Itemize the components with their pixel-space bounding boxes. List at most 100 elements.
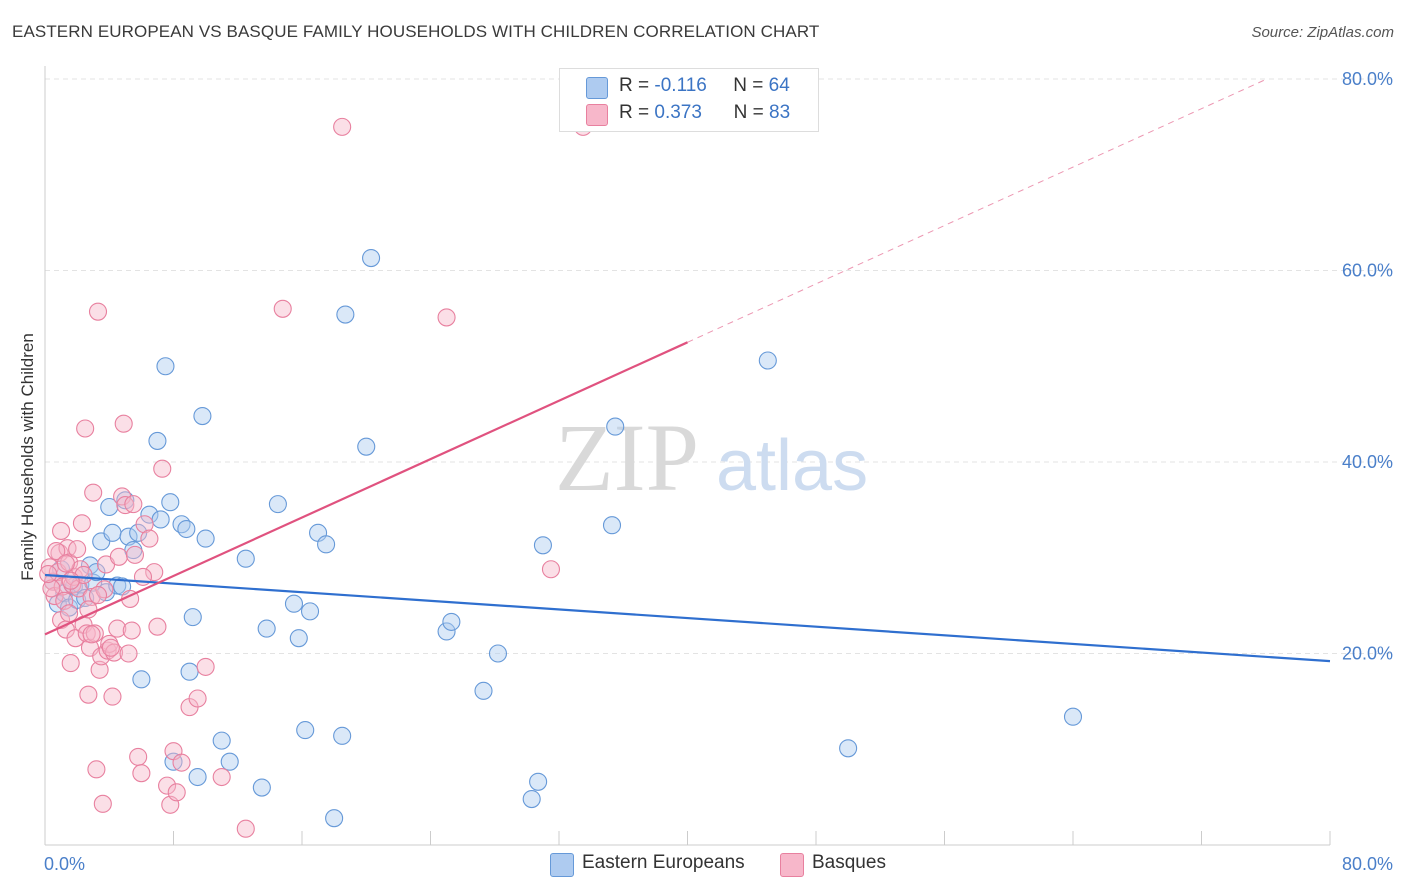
data-point	[101, 638, 120, 657]
data-point	[132, 670, 151, 689]
data-point	[125, 545, 144, 564]
data-point	[87, 760, 106, 779]
data-point	[437, 622, 456, 641]
data-point	[333, 726, 352, 745]
data-point	[98, 641, 117, 660]
y-tick-label: 80.0%	[1342, 69, 1393, 89]
data-point	[84, 483, 103, 502]
data-point	[442, 612, 461, 631]
watermark-atlas: atlas	[716, 426, 868, 506]
tick-labels: 20.0% 40.0% 60.0% 80.0% 0.0% 80.0%	[44, 69, 1393, 874]
r-value-eastern: -0.116	[654, 75, 707, 96]
data-point	[188, 689, 207, 708]
r-label: R =	[619, 102, 650, 123]
data-point	[188, 767, 207, 787]
trend-layer	[44, 79, 1331, 663]
data-point	[42, 579, 61, 598]
data-point	[180, 662, 199, 681]
data-point	[61, 654, 80, 673]
data-point	[236, 549, 255, 568]
chart-source: Source: ZipAtlas.com	[1251, 24, 1394, 41]
data-point	[119, 644, 138, 663]
data-point	[220, 752, 239, 771]
data-point	[140, 529, 159, 548]
data-point	[172, 515, 191, 534]
data-point	[72, 514, 91, 533]
data-point	[158, 776, 177, 795]
legend-swatch-eastern	[550, 853, 574, 877]
data-point	[177, 519, 196, 539]
n-label: N =	[733, 102, 764, 123]
data-point	[183, 608, 202, 627]
series-eastern-europeans	[43, 249, 1083, 828]
legend-label-eastern: Eastern Europeans	[582, 852, 745, 873]
data-point	[148, 617, 167, 636]
r-label: R =	[619, 75, 650, 96]
n-value-eastern: 64	[768, 75, 790, 96]
data-point	[61, 571, 80, 590]
data-point	[93, 794, 112, 813]
data-point	[193, 406, 212, 426]
data-point	[60, 604, 79, 623]
data-point	[76, 419, 95, 438]
data-point	[333, 117, 352, 136]
watermark: ZIP atlas	[555, 404, 868, 511]
data-point	[257, 619, 276, 638]
data-point	[132, 764, 151, 783]
data-point	[284, 594, 304, 613]
data-point	[362, 249, 381, 268]
data-point	[606, 417, 625, 436]
data-point	[196, 529, 215, 548]
data-point	[212, 767, 231, 787]
axes	[44, 66, 1331, 846]
data-point	[437, 308, 456, 327]
data-point	[52, 521, 71, 540]
data-point	[529, 772, 548, 791]
data-point	[153, 459, 172, 478]
data-point	[90, 660, 109, 679]
data-point	[252, 778, 271, 797]
data-point	[39, 564, 58, 584]
data-point	[140, 505, 159, 524]
n-value-basques: 83	[769, 102, 791, 123]
data-point	[357, 437, 376, 456]
y-tick-label: 40.0%	[1342, 452, 1393, 472]
data-point	[156, 357, 175, 376]
data-point	[88, 302, 108, 321]
data-point	[474, 681, 493, 700]
data-point	[325, 809, 344, 828]
data-point	[56, 554, 75, 573]
data-point	[114, 414, 133, 433]
data-point	[1063, 707, 1083, 726]
data-point	[47, 541, 66, 561]
stats-text-eastern: R = -0.116 N = 64	[619, 75, 790, 97]
data-point	[148, 431, 167, 450]
data-point	[236, 819, 255, 838]
data-point	[300, 602, 320, 621]
stats-legend: R = -0.116 N = 64 R = 0.373 N = 83	[559, 68, 819, 132]
data-point	[88, 586, 108, 605]
trend-line-basques	[44, 341, 688, 636]
data-point	[119, 527, 138, 546]
data-point	[58, 539, 77, 558]
watermark-zip: ZIP	[555, 404, 699, 511]
data-point	[758, 351, 777, 370]
stats-text-basques: R = 0.373 N = 83	[619, 102, 790, 124]
data-point	[68, 540, 87, 559]
r-value-basques: 0.373	[654, 102, 702, 123]
data-point	[268, 495, 287, 514]
y-tick-label: 20.0%	[1342, 644, 1393, 664]
data-point	[122, 621, 141, 640]
data-point	[80, 556, 100, 575]
data-point	[212, 731, 231, 750]
data-point	[135, 515, 154, 534]
data-point	[145, 563, 164, 582]
data-point	[103, 687, 122, 706]
data-point	[103, 523, 122, 542]
legend-swatch-eastern	[586, 77, 608, 99]
data-point	[541, 560, 561, 579]
data-point	[317, 535, 336, 554]
data-point	[100, 497, 119, 517]
data-point	[109, 547, 128, 566]
